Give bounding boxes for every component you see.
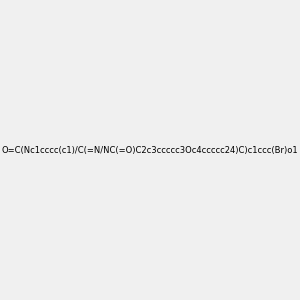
Text: O=C(Nc1cccc(c1)/C(=N/NC(=O)C2c3ccccc3Oc4ccccc24)C)c1ccc(Br)o1: O=C(Nc1cccc(c1)/C(=N/NC(=O)C2c3ccccc3Oc4…: [2, 146, 298, 154]
